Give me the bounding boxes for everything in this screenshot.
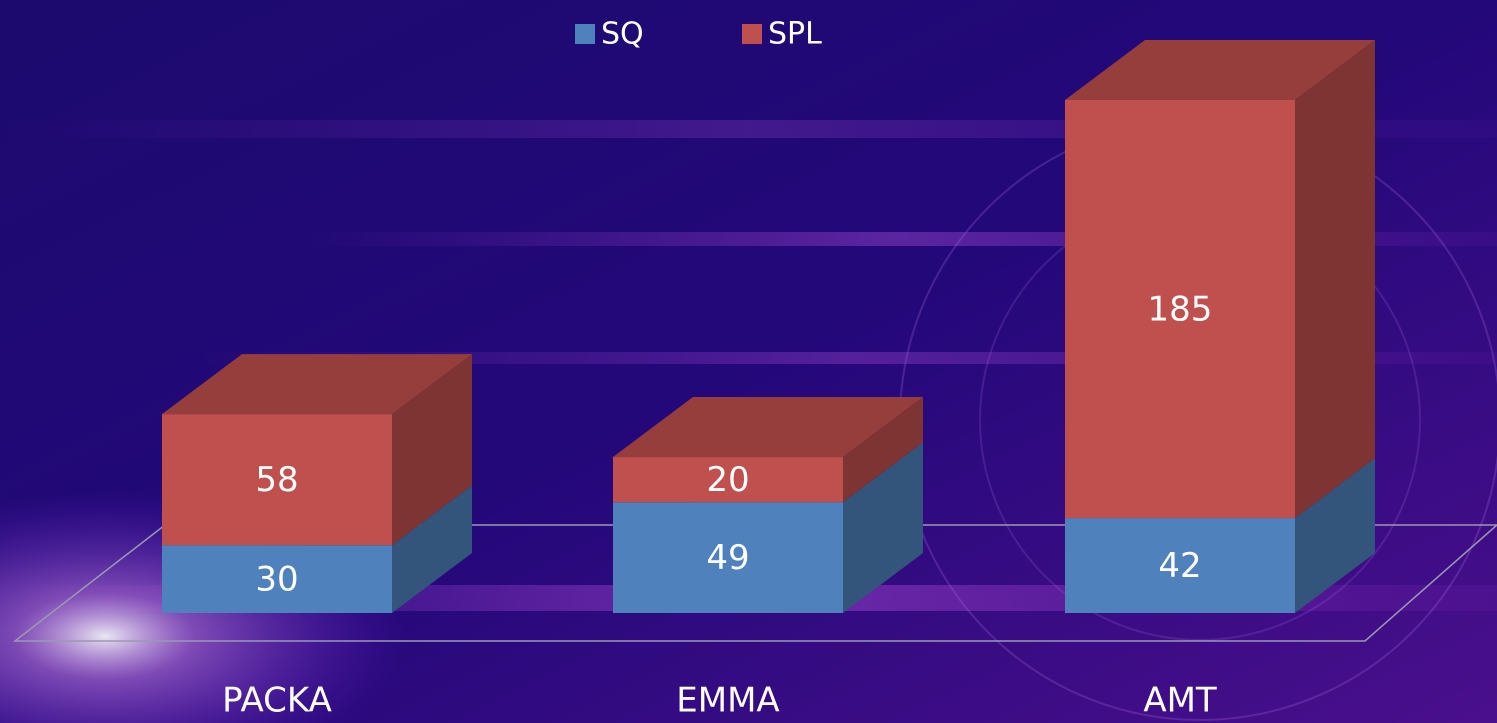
value-label: 58 (255, 460, 298, 500)
floor (12, 524, 1497, 642)
legend-swatch (575, 24, 595, 44)
value-label: 20 (706, 460, 749, 500)
legend-swatch (742, 24, 762, 44)
bar-side (843, 397, 923, 503)
value-label: 49 (706, 538, 749, 578)
x-tick-label: EMMA (676, 681, 779, 721)
legend-label: SQ (601, 17, 644, 52)
bar-top (1065, 39, 1375, 100)
bar (613, 457, 843, 503)
bar-side (392, 485, 472, 613)
bar (1065, 518, 1295, 613)
bar-side (843, 442, 923, 613)
bar-top (162, 354, 472, 415)
bar-top (613, 397, 923, 458)
value-label: 42 (1158, 546, 1201, 586)
legend-label: SPL (768, 17, 822, 52)
bar-side (1295, 39, 1375, 519)
bar (162, 414, 392, 546)
bar-side (1295, 458, 1375, 613)
bar (613, 502, 843, 613)
bar (162, 545, 392, 613)
value-label: 185 (1148, 290, 1213, 330)
value-label: 30 (255, 560, 298, 600)
bar (1065, 99, 1295, 519)
bar-side (392, 354, 472, 546)
x-tick-label: PACKA (222, 681, 332, 721)
x-tick-label: AMT (1143, 681, 1217, 721)
